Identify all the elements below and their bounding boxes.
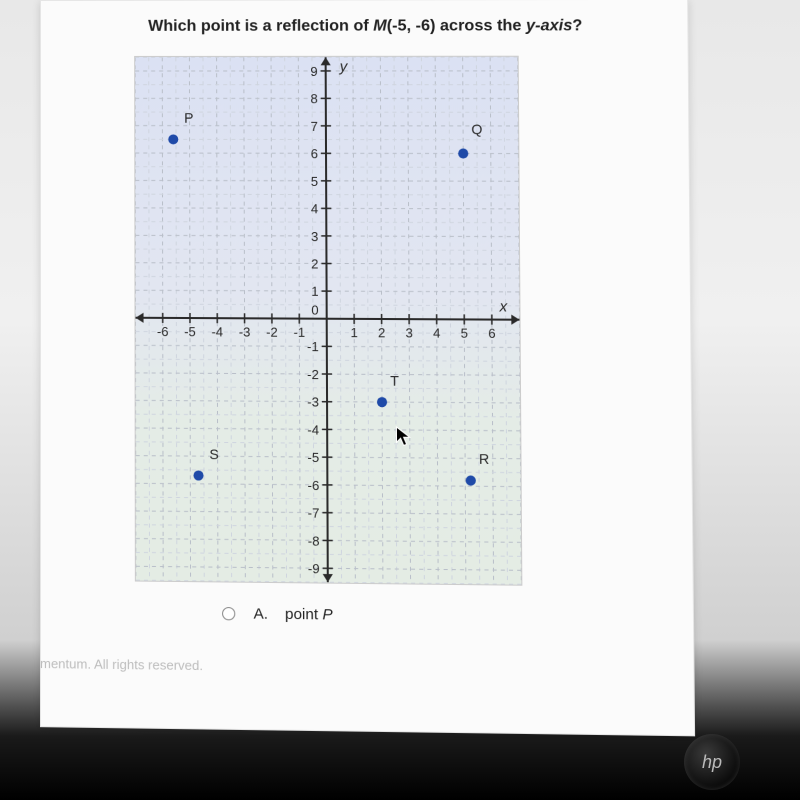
copyright-text: mentum. All rights reserved. [40,656,203,673]
answer-row-a[interactable]: A. point P [222,605,333,624]
svg-text:6: 6 [311,146,318,161]
hp-logo-text: hp [702,752,722,773]
svg-text:-2: -2 [266,324,278,339]
graph-svg: -6 -5 -4 -3 -2 -1 1 2 3 4 5 6 0 -9 -8 -7 -6 -5 -4 -3 -2 -1 1 2 3… [135,57,521,585]
svg-text:-5: -5 [307,450,319,465]
svg-text:-3: -3 [307,394,319,409]
svg-text:-5: -5 [184,324,196,339]
svg-text:0: 0 [311,302,318,317]
svg-text:4: 4 [311,201,318,216]
question-mid: across the [435,17,526,34]
svg-text:1: 1 [311,284,318,299]
answer-a-point: P [322,606,332,624]
coordinate-graph: -6 -5 -4 -3 -2 -1 1 2 3 4 5 6 0 -9 -8 -7 -6 -5 -4 -3 -2 -1 1 2 3… [134,56,522,586]
question-stem: Which point is a reflection of [148,18,373,35]
hp-logo-icon: hp [684,734,740,790]
svg-text:-6: -6 [308,478,320,493]
answer-a-letter: A. [254,605,268,623]
svg-text:-6: -6 [157,324,169,339]
svg-text:T: T [390,372,399,388]
svg-text:Q: Q [471,121,482,137]
svg-text:9: 9 [310,64,317,79]
svg-text:-7: -7 [308,505,320,520]
answer-a-label: A. point P [254,605,333,623]
svg-text:-9: -9 [308,561,320,576]
svg-text:S: S [209,446,218,462]
svg-text:-8: -8 [308,533,320,548]
svg-text:3: 3 [405,325,412,340]
svg-text:3: 3 [311,229,318,244]
svg-text:7: 7 [311,119,318,134]
question-end: ? [572,17,582,34]
svg-text:4: 4 [433,325,440,340]
svg-text:-2: -2 [307,367,319,382]
svg-text:-3: -3 [239,324,251,339]
svg-text:-1: -1 [307,339,319,354]
svg-text:5: 5 [311,174,318,189]
radio-a[interactable] [222,607,235,620]
svg-text:y: y [339,59,349,75]
svg-text:6: 6 [488,326,495,341]
question-axis: y-axis [526,17,572,34]
svg-text:-1: -1 [293,325,305,340]
svg-text:x: x [498,299,507,315]
answer-a-text: point [285,606,322,624]
svg-text:5: 5 [461,325,468,340]
svg-text:2: 2 [311,256,318,271]
svg-text:-4: -4 [307,422,319,437]
svg-text:2: 2 [378,325,385,340]
svg-text:R: R [479,451,489,467]
question-text: Which point is a reflection of M(-5, -6)… [148,17,582,36]
svg-text:1: 1 [351,325,358,340]
worksheet-page: Which point is a reflection of M(-5, -6)… [40,0,695,736]
question-point-coords: (-5, -6) [387,17,436,34]
svg-text:-4: -4 [211,324,223,339]
svg-text:P: P [184,110,193,126]
svg-text:8: 8 [310,91,317,106]
question-point-name: M [373,17,387,34]
